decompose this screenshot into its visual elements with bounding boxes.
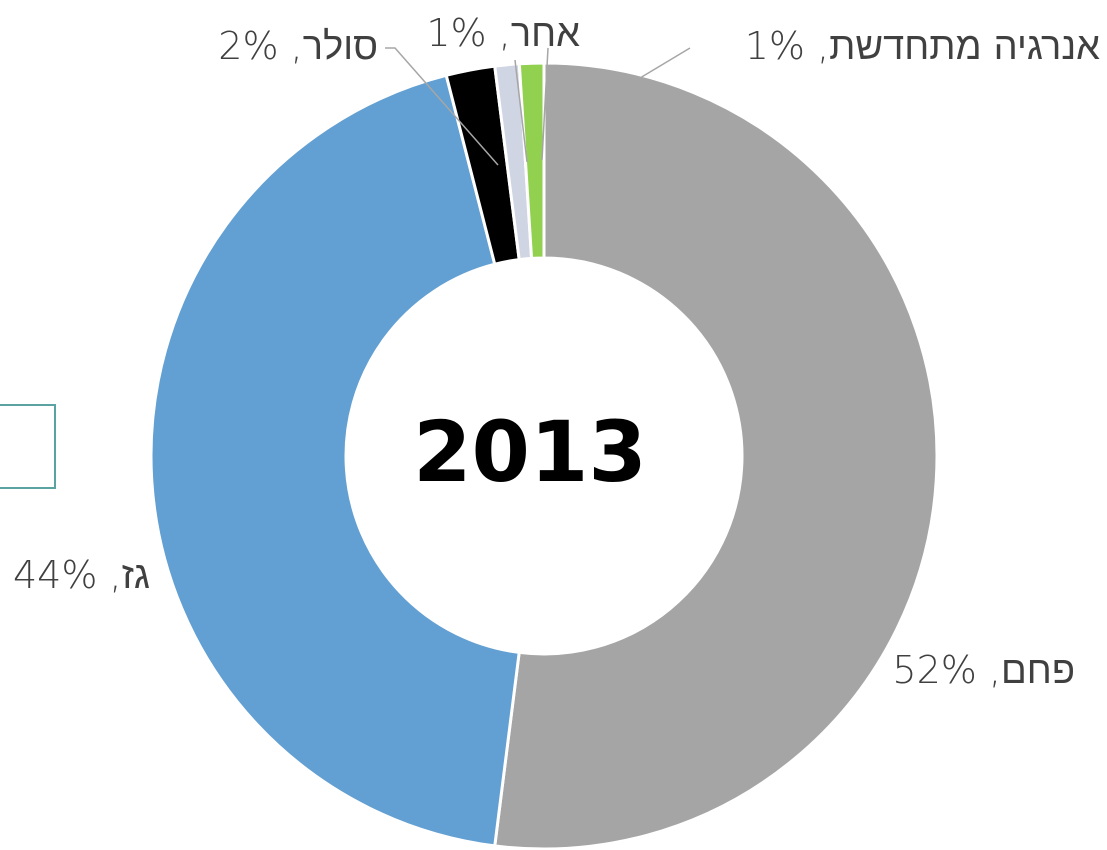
category-name: אנרגיה מתחדשת: [829, 24, 1100, 68]
data-label: סולר, 2%: [218, 24, 378, 68]
value-label: 1%: [745, 24, 805, 68]
separator: ,: [487, 11, 511, 55]
separator: ,: [805, 24, 829, 68]
leader-line: [639, 47, 691, 79]
separator: ,: [97, 553, 121, 597]
category-name: אחר: [511, 11, 580, 55]
value-label: 2%: [218, 24, 278, 68]
category-name: סולר: [303, 24, 378, 68]
data-label: גז, 44%: [13, 553, 150, 597]
slices: [149, 61, 939, 850]
value-label: 44%: [13, 553, 97, 597]
labels: פחם, 52%גז, 44%סולר, 2% אחר, 1% אנרגיה מתח…: [13, 11, 1100, 692]
leader-line: [541, 47, 549, 161]
slice: [149, 73, 521, 848]
category-name: גז: [122, 553, 150, 597]
data-label: אחר, 1%: [426, 11, 580, 55]
separator: ,: [279, 24, 303, 68]
slice: [517, 61, 546, 260]
leader-line: [514, 59, 528, 163]
separator: ,: [977, 648, 1001, 692]
slice: [493, 61, 939, 850]
value-label: 1%: [426, 11, 486, 55]
category-name: פחם: [1001, 648, 1075, 692]
data-label: פחם, 52%: [892, 648, 1075, 692]
legend-box: [0, 404, 56, 489]
center-title: 2013: [413, 403, 647, 501]
value-label: 52%: [892, 648, 976, 692]
leader-line: [385, 47, 499, 166]
data-label: אנרגיה מתחדשת, 1%: [745, 24, 1100, 68]
